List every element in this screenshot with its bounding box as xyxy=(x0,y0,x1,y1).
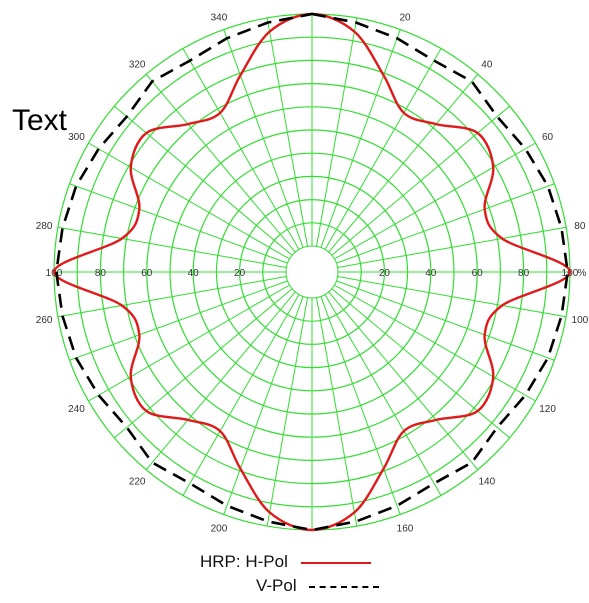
angle-tick-label: 300 xyxy=(68,132,85,143)
angle-tick-label: 40 xyxy=(481,60,493,71)
grid-circle xyxy=(262,222,362,322)
legend-title: HRP: xyxy=(200,552,241,571)
grid-circle xyxy=(76,36,548,508)
angle-tick-label: 160 xyxy=(397,524,414,535)
angle-tick-label: 260 xyxy=(36,315,53,326)
series-line-hrp-h-pol xyxy=(52,12,572,532)
overlay-text: Text xyxy=(12,104,68,137)
grid-circle xyxy=(169,129,455,415)
angle-tick-label: 320 xyxy=(129,60,146,71)
legend-label-h-pol: H-Pol xyxy=(245,552,288,571)
legend-label-v-pol: V-Pol xyxy=(256,576,297,595)
grid-circle xyxy=(99,59,525,485)
angle-tick-label: 220 xyxy=(129,476,146,487)
radial-tick-label-right: 40 xyxy=(425,268,437,279)
grid-circle xyxy=(239,199,386,346)
radial-tick-label-right: 80 xyxy=(518,268,530,279)
radial-tick-label-right: 60 xyxy=(472,268,484,279)
grid-circle xyxy=(146,106,478,438)
legend-entry-v-pol: V-Pol xyxy=(256,576,380,596)
angle-tick-label: 120 xyxy=(539,404,556,415)
legend: HRP: H-Pol V-Pol xyxy=(0,552,589,603)
radial-unit-label: % xyxy=(578,268,587,279)
angle-tick-label: 280 xyxy=(36,221,53,232)
grid-circle xyxy=(215,175,409,369)
angle-tick-label: 140 xyxy=(478,476,495,487)
radial-tick-label-left: 60 xyxy=(141,268,153,279)
angle-tick-label: 340 xyxy=(211,12,228,23)
angle-tick-label: 80 xyxy=(574,221,586,232)
angle-tick-label: 100 xyxy=(572,315,589,326)
angle-tick-label: 200 xyxy=(211,524,228,535)
radial-tick-label-left: 80 xyxy=(95,268,107,279)
angle-tick-label: 20 xyxy=(399,12,411,23)
polar-grid xyxy=(53,13,571,531)
angle-tick-label: 240 xyxy=(68,404,85,415)
radial-tick-label-left: 40 xyxy=(188,268,200,279)
radial-tick-label-left: 20 xyxy=(234,268,246,279)
grid-circle-inner xyxy=(285,245,339,299)
grid-circle xyxy=(192,152,432,392)
radial-tick-label-right: 20 xyxy=(379,268,391,279)
legend-swatch-h-pol xyxy=(300,561,371,564)
angle-tick-label: 60 xyxy=(542,132,554,143)
polar-series xyxy=(52,12,572,532)
legend-entry-h-pol: HRP: H-Pol xyxy=(200,552,371,572)
legend-swatch-v-pol xyxy=(309,585,380,588)
grid-circle xyxy=(123,83,501,461)
